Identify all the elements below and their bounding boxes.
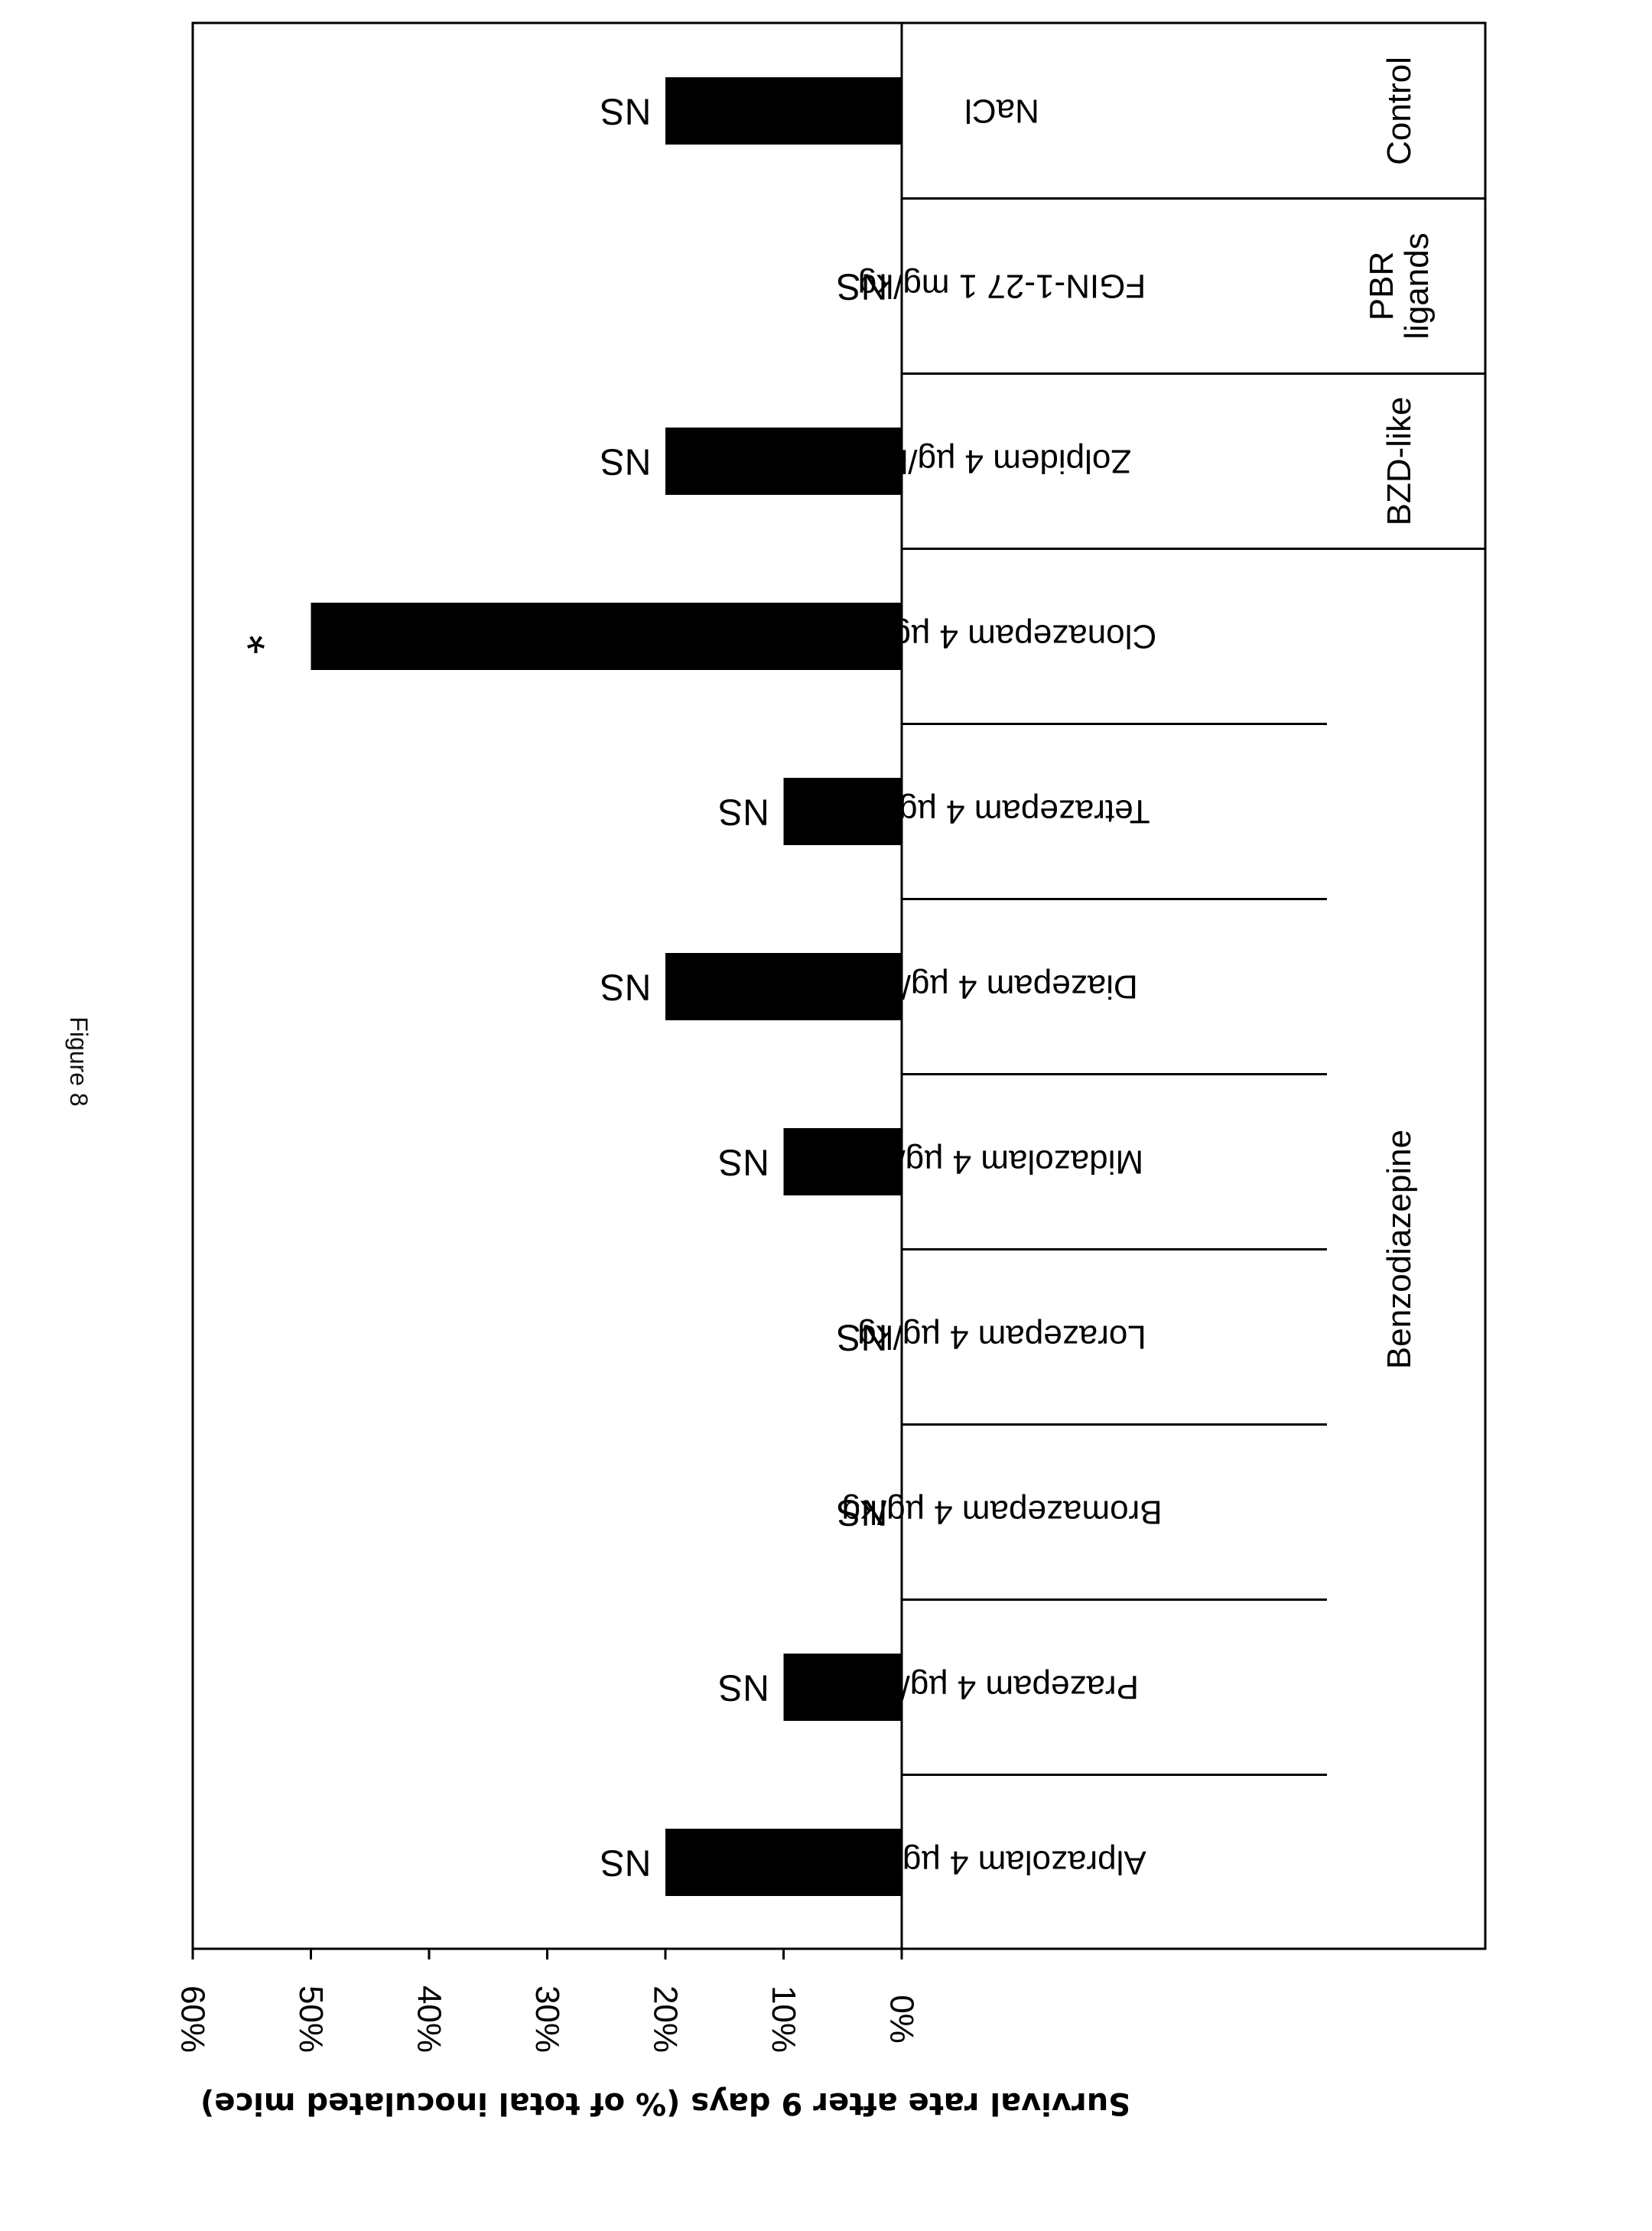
y-axis-label: Survival rate after 9 days (% of total i… — [200, 2086, 1130, 2121]
group-label-line: Control — [1380, 57, 1418, 165]
bar-chart: 0%10%20%30%40%50%60% NSNSNS*NSNSNSNSNSNS… — [174, 21, 1487, 2121]
bar — [783, 1654, 902, 1721]
group-label-line: ligands — [1398, 233, 1436, 339]
category-label: Zolpidem 4 µg/kg — [873, 443, 1131, 480]
tick-label: 40% — [411, 1985, 448, 2053]
significance-label: * — [246, 609, 265, 664]
significance-label: NS — [837, 1492, 888, 1533]
category-labels: NaCl FGIN-1-27 1 mg/kg Zolpidem 4 µg/kg Clo… — [841, 93, 1162, 1881]
category-label: FGIN-1-27 1 mg/kg — [858, 268, 1146, 305]
bars — [311, 77, 902, 1896]
category-label: Tetrazepam 4 µg/kg — [854, 793, 1150, 831]
tick-label: 0% — [883, 1995, 921, 2044]
significance-label: NS — [600, 91, 652, 132]
tick-label: 30% — [528, 1985, 566, 2053]
category-table-lines — [902, 197, 1485, 1776]
category-label: Bromazepam 4 µg/kg — [841, 1494, 1162, 1531]
category-label: Midazolam 4 µg/kg — [860, 1143, 1143, 1181]
tick-label: 20% — [647, 1985, 685, 2053]
significance-label: NS — [837, 266, 888, 307]
significance-label: NS — [718, 1142, 769, 1182]
bar — [665, 428, 902, 495]
group-label-line: BZD-like — [1380, 397, 1418, 526]
group-label: BZD-like — [1380, 397, 1418, 526]
category-label: NaCl — [964, 93, 1039, 130]
significance-label: NS — [837, 1317, 888, 1358]
group-labels: Control PBRligands BZD-like Benzodiazepine — [1363, 57, 1436, 1369]
category-label: Prazepam 4 µg/kg — [865, 1669, 1139, 1706]
group-label: Benzodiazepine — [1380, 1130, 1418, 1369]
category-label: Alprazolam 4 µg/kg — [857, 1844, 1146, 1881]
significance-label: NS — [600, 441, 652, 482]
category-label: Diazepam 4 µg/kg — [866, 968, 1138, 1006]
tick-label: 60% — [174, 1985, 212, 2053]
bar — [665, 1829, 902, 1896]
category-label: Clonazepam 4 µg/kg — [847, 618, 1156, 655]
bar — [665, 953, 902, 1020]
tick-labels: 0% 10% 20% 30% 40% 50% 60% — [174, 1985, 921, 2053]
bar — [665, 77, 902, 145]
figure-label: Figure 8 — [65, 1016, 93, 1106]
significance-label: NS — [600, 967, 652, 1007]
category-label: Lorazepam 4 µg/kg — [857, 1319, 1146, 1356]
bar — [783, 1128, 902, 1195]
bar — [783, 778, 902, 845]
tick-marks — [191, 1949, 903, 1959]
significance-labels: NS NS NS * NS NS NS NS NS NS NS — [246, 91, 887, 1883]
group-label-line: PBR — [1363, 252, 1400, 320]
group-label: Control — [1380, 57, 1418, 165]
bar — [311, 603, 902, 670]
significance-label: NS — [600, 1842, 652, 1883]
significance-label: NS — [718, 792, 769, 832]
tick-label: 10% — [765, 1985, 802, 2053]
group-label: PBRligands — [1363, 233, 1436, 339]
group-label-line: Benzodiazepine — [1380, 1130, 1418, 1369]
significance-label: NS — [718, 1667, 769, 1708]
tick-label: 50% — [292, 1985, 330, 2053]
